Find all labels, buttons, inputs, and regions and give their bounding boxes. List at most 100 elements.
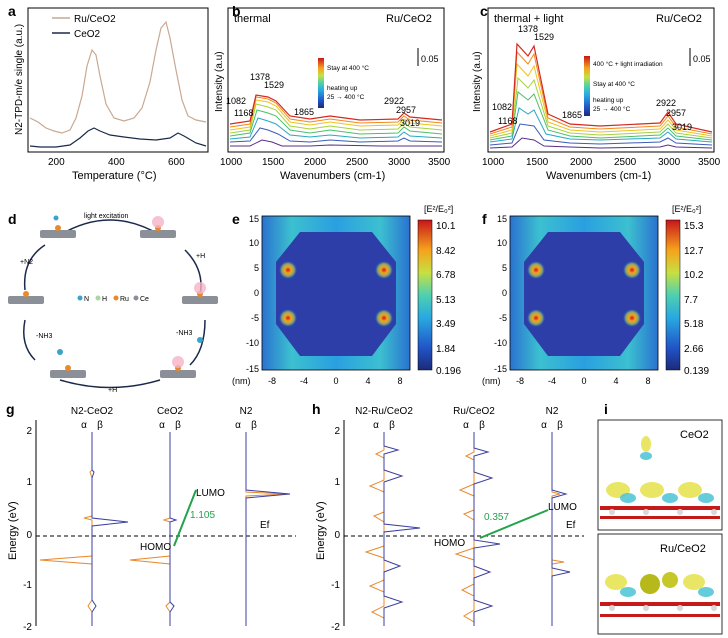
panel-b-xticks: 1000 1500 2000 2500 3000 3500 [220,157,451,168]
colorbar-title: [E²/E₀²] [672,204,701,214]
ce-atom [643,509,649,515]
spectrum-b [230,139,442,147]
spin-beta: β [251,420,257,431]
field-map-frame [509,215,659,371]
key-ru-dot [113,295,119,301]
key-h: H [102,296,107,303]
structure-box-top [597,419,723,531]
legend-text: Stay at 400 °C [327,64,369,72]
colorbar-tick: 8.42 [436,246,456,257]
cycle-arc [23,244,46,291]
spectrum-b [229,117,443,140]
xtick: -8 [516,376,524,386]
colorbar-tick: 15.3 [684,221,704,232]
xtick: 8 [397,376,402,386]
dos-alpha [364,432,385,626]
dos-alpha [39,432,93,626]
panel-g: g Energy (eV) 2 1 0 -1 -2 N2-CeO2 CeO2 N… [6,401,296,633]
ce-atom [643,605,649,611]
panel-a-xlabel: Temperature (°C) [72,170,156,182]
adsorbate-n [57,349,63,355]
colorbar-tick: 0.196 [436,366,461,377]
charge-lobe [698,587,714,597]
spectrum-c [489,107,713,143]
ru-atom [55,225,61,231]
charge-lobe [641,436,651,452]
hotspot [279,309,297,327]
ce-atom [609,509,615,515]
legend-text: Stay at 400 °C [593,80,635,88]
step-label: light excitation [84,213,128,220]
spectrum-b [229,109,443,137]
legend-text: 400 °C + light irradiation [593,60,663,68]
colorbar [417,219,433,371]
xtick: -4 [548,376,556,386]
legend-text: 25 → 400 °C [327,93,365,101]
ytick: -1 [331,580,340,591]
peak-label: 2957 [396,105,416,115]
peak-label: 1865 [294,107,314,117]
ce-atom [677,605,683,611]
panel-b-title: thermal [234,13,271,25]
panel-letter-h: h [312,401,321,417]
colorbar-ticks: 10.1 8.42 6.78 5.13 3.49 1.84 0.196 [436,221,461,377]
panel-g-ylabel: Energy (eV) [7,501,19,560]
spin-alpha: α [81,420,87,431]
colorbar-tick: 10.1 [436,221,456,232]
step-label: +N2 [20,259,33,266]
surface-slab [160,370,196,378]
peak-label: 2922 [656,98,676,108]
peak-label: 2922 [384,96,404,106]
charge-lobe [683,574,705,590]
panel-c-xtick: 3500 [698,157,721,168]
charge-lobe [605,574,627,590]
key-ce: Ce [140,296,149,303]
colorbar [665,219,681,371]
spectrum-c [489,76,713,139]
panel-c-peak-labels: 1082 1168 1378 1529 1865 2922 2957 3019 [492,24,692,132]
panel-a-ylabel: N2-TPD-m/e single (a.u.) [14,24,25,135]
step-label: -NH3 [36,333,52,340]
ce-atom [711,509,717,515]
lumo-label: LUMO [196,488,225,499]
ytick: -10 [246,338,259,348]
column-title: CeO2 [157,406,184,417]
atom-key: N H Ru Ce [77,295,149,303]
spin-alpha: α [541,420,547,431]
panel-c-sample: Ru/CeO2 [656,13,702,25]
ytick: -15 [246,364,259,374]
ytick: -2 [331,622,340,633]
panel-e-xticks: -8 -4 0 4 8 [268,376,403,386]
ru-atoms [23,225,203,371]
spectrum-c [489,91,713,141]
charge-lobe [662,493,678,503]
spin-beta: β [557,420,563,431]
hotspot [623,309,641,327]
adsorbate-n [197,337,203,343]
column-headers: N2-Ru/CeO2 Ru/CeO2 N2 α β α β α β [355,406,563,431]
spectrum-b [229,94,443,125]
peak-label: 1529 [534,32,554,42]
panel-b-spectra [229,94,443,147]
ytick: 0 [334,530,340,541]
panel-d: d light excitation +H -NH3 +H -NH3 +N2 [8,211,218,394]
panel-f-yticks: 15 10 5 0 -5 -10 -15 [494,214,507,374]
panel-c-xtick: 1500 [526,157,549,168]
surface-slab [182,296,218,304]
panel-b-xtick: 1000 [220,157,243,168]
step-label: -NH3 [176,330,192,337]
panel-letter-d: d [8,211,17,227]
legend-text: heating up [593,97,624,104]
legend-text: heating up [327,85,358,92]
adsorbate-glow [194,282,206,294]
colorbar-tick: 1.84 [436,344,456,355]
ce-atom [711,605,717,611]
colorbar-tick: 5.13 [436,295,456,306]
hotspot [527,309,545,327]
spectrum-b [229,127,443,143]
colorbar-title: [E²/E₀²] [424,204,453,214]
panel-b-scalebar: 0.05 [417,48,439,66]
panel-b-xtick: 3000 [388,157,411,168]
structure-label-bottom: Ru/CeO2 [660,543,706,555]
ytick: 0 [254,288,259,298]
